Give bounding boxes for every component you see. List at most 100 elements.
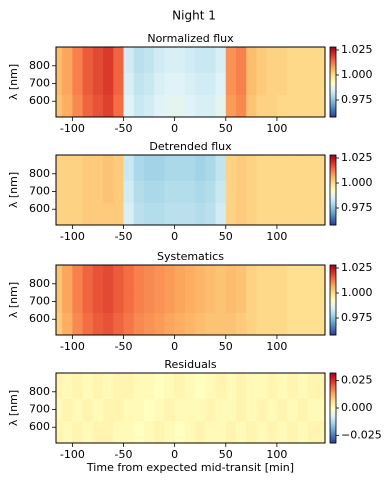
heatmap-cell: [174, 155, 186, 181]
heatmap-cell: [246, 202, 257, 226]
heatmap-cell: [215, 373, 227, 399]
heatmap-cell: [82, 265, 94, 291]
colorbar-step: [330, 198, 336, 200]
heatmap-cell: [297, 72, 309, 95]
heatmap-cell: [62, 265, 73, 291]
heatmap-cell: [103, 290, 114, 313]
heatmap-cell: [266, 398, 278, 421]
colorbar-step: [330, 194, 336, 197]
heatmap-cell: [256, 72, 268, 95]
colorbar-step: [330, 394, 336, 396]
colorbar-step: [330, 195, 336, 198]
heatmap-cell: [297, 94, 309, 118]
colorbar-step: [330, 56, 336, 58]
colorbar-step: [330, 50, 336, 53]
heatmap-cell: [184, 202, 196, 226]
colorbar-step: [330, 201, 336, 204]
heatmap-cell: [123, 312, 135, 336]
heatmap-cell: [307, 420, 326, 444]
heatmap-cell: [256, 420, 268, 444]
colorbar-step: [330, 202, 336, 205]
colorbar-step: [330, 314, 336, 316]
colorbar-step: [330, 93, 336, 96]
heatmap-cell: [297, 180, 309, 203]
heatmap-cell: [123, 398, 135, 421]
heatmap-cell: [143, 47, 155, 73]
heatmap-cell: [256, 373, 268, 399]
heatmap-cell: [184, 94, 196, 118]
colorbar-step: [330, 76, 336, 78]
colorbar-frame: [329, 46, 337, 118]
heatmap-cell: [82, 290, 94, 313]
colorbar-step: [330, 114, 336, 117]
heatmap-cell: [92, 72, 104, 95]
colorbar-step: [330, 75, 336, 77]
colorbar-step: [330, 328, 336, 330]
colorbar-step: [330, 213, 336, 215]
colorbar-step: [330, 167, 336, 170]
heatmap-cell: [215, 72, 227, 95]
colorbar-step: [330, 376, 336, 379]
heatmap-cell: [287, 312, 298, 336]
y-tick-label: 800: [29, 167, 50, 180]
colorbar-step: [330, 311, 336, 314]
heatmap-cell: [276, 202, 288, 226]
x-tick-label: -100: [60, 122, 85, 135]
heatmap-cell: [56, 155, 63, 181]
heatmap-cell: [287, 398, 298, 421]
colorbar-step: [330, 91, 336, 93]
colorbar-step: [330, 178, 336, 180]
colorbar-step: [330, 272, 336, 274]
colorbar-step: [330, 305, 336, 308]
heatmap-cell: [62, 94, 73, 118]
colorbar-step: [330, 157, 336, 159]
heatmap-cell: [123, 202, 135, 226]
colorbar-step: [330, 422, 336, 424]
heatmap-cell: [103, 420, 114, 444]
colorbar-step: [330, 108, 336, 111]
colorbar-step: [330, 410, 336, 412]
heatmap-cell: [236, 398, 247, 421]
colorbar-step: [330, 433, 336, 436]
heatmap-cell: [113, 94, 124, 118]
colorbar-step: [330, 96, 336, 98]
heatmap-cell: [92, 180, 104, 203]
heatmap-cell: [205, 155, 216, 181]
heatmap-cell: [236, 290, 247, 313]
colorbar-step: [330, 83, 336, 85]
heatmap-cell: [56, 420, 63, 444]
colorbar-step: [330, 193, 336, 196]
heatmap-cell: [215, 290, 227, 313]
colorbar-step: [330, 197, 336, 199]
heatmap-cell: [154, 47, 165, 73]
heatmap-cell: [195, 155, 206, 181]
colorbar-step: [330, 398, 336, 401]
heatmap-cell: [174, 180, 186, 203]
heatmap-cell: [215, 94, 227, 118]
colorbar-step: [330, 165, 336, 168]
colorbar-step: [330, 384, 336, 387]
colorbar-step: [330, 110, 336, 112]
colorbar-step: [330, 429, 336, 431]
y-tick-label: 700: [29, 185, 50, 198]
colorbar-step: [330, 77, 336, 79]
colorbar-step: [330, 427, 336, 430]
heatmap-cell: [123, 265, 135, 291]
heatmap-cell: [92, 398, 104, 421]
heatmap-cell: [113, 373, 124, 399]
heatmap-cell: [195, 290, 206, 313]
heatmap-cell: [92, 202, 104, 226]
colorbar-step: [330, 65, 336, 68]
heatmap-cell: [215, 155, 227, 181]
heatmap-cell: [236, 312, 247, 336]
heatmap-cell: [174, 202, 186, 226]
colorbar-step: [330, 222, 336, 225]
colorbar-step: [330, 209, 336, 212]
heatmap-cell: [164, 373, 176, 399]
colorbar-step: [330, 79, 336, 82]
colorbar-step: [330, 303, 336, 306]
heatmap-cell: [123, 373, 135, 399]
heatmap-cell: [236, 373, 247, 399]
heatmap-cell: [103, 155, 114, 181]
colorbar-tick-label: 0.975: [341, 201, 373, 214]
